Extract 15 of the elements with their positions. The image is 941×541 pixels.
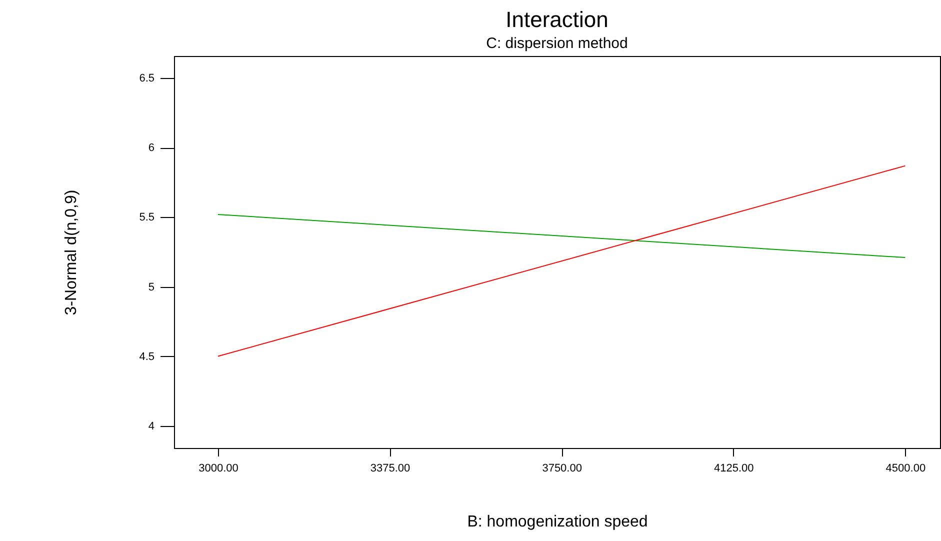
y-axis-title: 3-Normal d(n,0,9) [63, 190, 80, 316]
x-tick-label: 4125.00 [714, 462, 754, 474]
y-tick-label: 6 [148, 142, 154, 154]
x-tick-label: 4500.00 [886, 462, 926, 474]
x-axis-title: B: homogenization speed [467, 514, 648, 530]
x-tick-label: 3750.00 [542, 462, 582, 474]
y-tick-label: 6.5 [139, 72, 154, 85]
x-tick-label: 3375.00 [370, 462, 410, 474]
chart-subtitle: C: dispersion method [486, 35, 628, 52]
chart-title: Interaction [506, 7, 608, 32]
y-tick-label: 4 [148, 420, 154, 432]
y-tick-label: 5.5 [139, 212, 154, 224]
y-tick-label: 4.5 [139, 350, 154, 363]
x-tick-label: 3000.00 [198, 462, 238, 474]
y-tick-label: 5 [148, 281, 154, 294]
